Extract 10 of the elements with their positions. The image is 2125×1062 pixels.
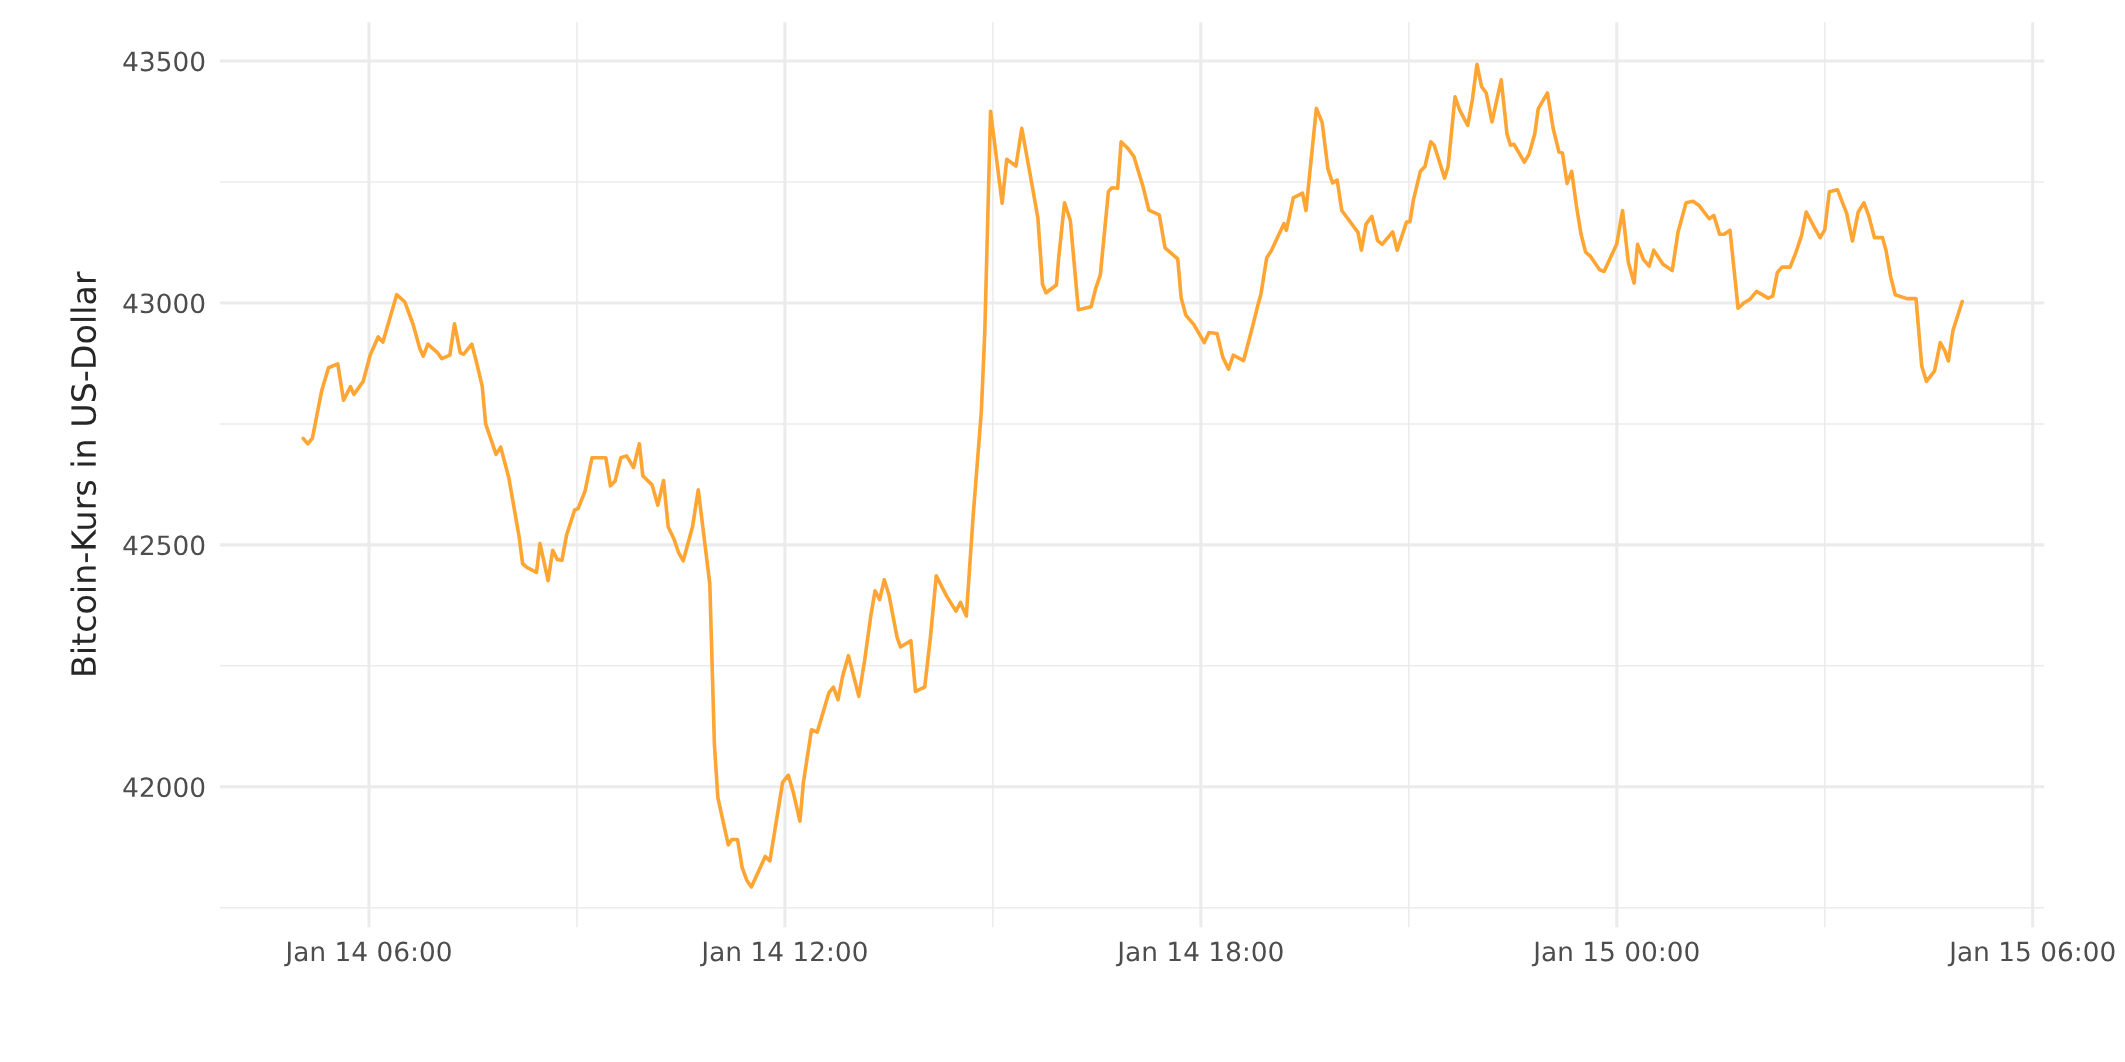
x-tick-label: Jan 14 06:00 xyxy=(284,941,451,967)
y-tick-label: 42500 xyxy=(123,535,205,556)
x-tick-label: Jan 14 12:00 xyxy=(700,941,867,967)
y-tick-label: 42000 xyxy=(123,777,205,798)
x-tick-label: Jan 15 00:00 xyxy=(1531,941,1699,967)
y-tick-label: 43500 xyxy=(123,51,205,72)
y-axis-title: Bitcoin-Kurs in US-Dollar xyxy=(70,271,97,675)
y-tick-label: 43000 xyxy=(123,293,205,314)
x-tick-label: Jan 14 18:00 xyxy=(1115,941,1283,967)
x-tick-label: Jan 15 06:00 xyxy=(1947,941,2115,967)
